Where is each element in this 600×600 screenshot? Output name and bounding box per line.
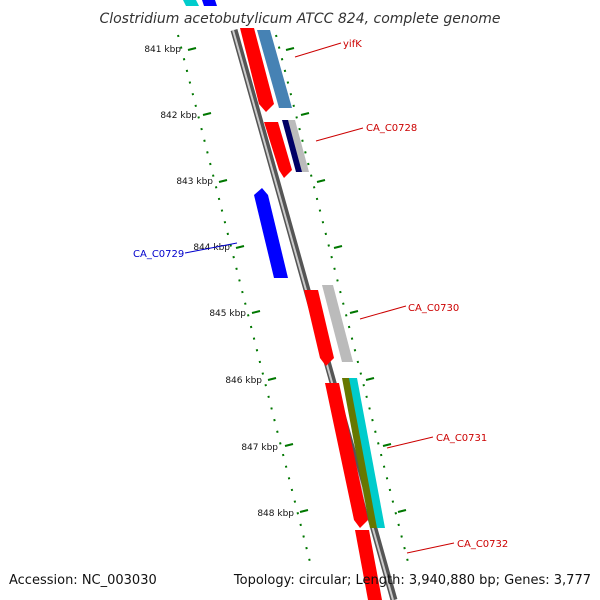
gene-label-text-c0730: CA_C0730 (408, 303, 459, 314)
genome-summary-text: Topology: circular; Length: 3,940,880 bp… (233, 573, 591, 588)
blast-hit-c0728-navy (282, 120, 303, 172)
cds-c0730 (304, 290, 334, 366)
gene-label-text-c0732: CA_C0732 (457, 539, 508, 550)
gene-label-c0729: CA_C0729 (133, 242, 238, 260)
tick-847: 847 kbp (241, 443, 392, 453)
blast-hit-c0731-olive (342, 378, 378, 528)
blast-hit-c0730-gray (322, 285, 353, 362)
blast-hit-top-blue (202, 0, 217, 6)
accession-text: Accession: NC_003030 (9, 573, 157, 588)
tick-label-842: 842 kbp (160, 111, 197, 121)
map-title: Clostridium acetobutylicum ATCC 824, com… (99, 11, 500, 27)
gene-label-c0732: CA_C0732 (406, 539, 508, 554)
tick-841: 841 kbp (144, 45, 295, 55)
cds-c0729 (254, 188, 288, 278)
gene-label-text-c0729: CA_C0729 (133, 249, 184, 260)
blast-hit-c0728-gray (288, 120, 309, 172)
cds-c0728 (264, 122, 292, 178)
gene-label-text-c0728: CA_C0728 (366, 123, 417, 134)
cds-c0731 (325, 383, 368, 528)
tick-label-843: 843 kbp (176, 177, 213, 187)
tick-label-847: 847 kbp (241, 443, 278, 453)
tick-label-848: 848 kbp (257, 509, 294, 519)
tick-label-841: 841 kbp (144, 45, 181, 55)
tick-842: 842 kbp (160, 111, 310, 121)
cds-features (240, 28, 382, 600)
gene-label-c0728: CA_C0728 (315, 123, 417, 142)
tick-843: 843 kbp (176, 177, 326, 187)
gene-label-text-yifk: yifK (343, 39, 362, 50)
tick-846: 846 kbp (225, 376, 375, 386)
cds-yifk (240, 28, 274, 112)
gene-label-yifk: yifK (294, 39, 362, 58)
tick-845: 845 kbp (209, 309, 359, 319)
gene-label-text-c0731: CA_C0731 (436, 433, 487, 444)
blast-hit-yifk-steel (257, 30, 292, 108)
tick-track-right (275, 34, 411, 571)
blast-hits (183, 0, 385, 528)
tick-848: 848 kbp (257, 509, 407, 519)
tick-label-846: 846 kbp (225, 376, 262, 386)
blast-hit-c0731-cyan (349, 378, 385, 528)
gene-label-c0731: CA_C0731 (386, 433, 487, 449)
blast-hit-top-cyan (183, 0, 199, 6)
gene-label-c0730: CA_C0730 (359, 303, 459, 320)
tick-track-left (177, 34, 313, 571)
tick-label-845: 845 kbp (209, 309, 246, 319)
cds-c0732 (355, 530, 382, 600)
